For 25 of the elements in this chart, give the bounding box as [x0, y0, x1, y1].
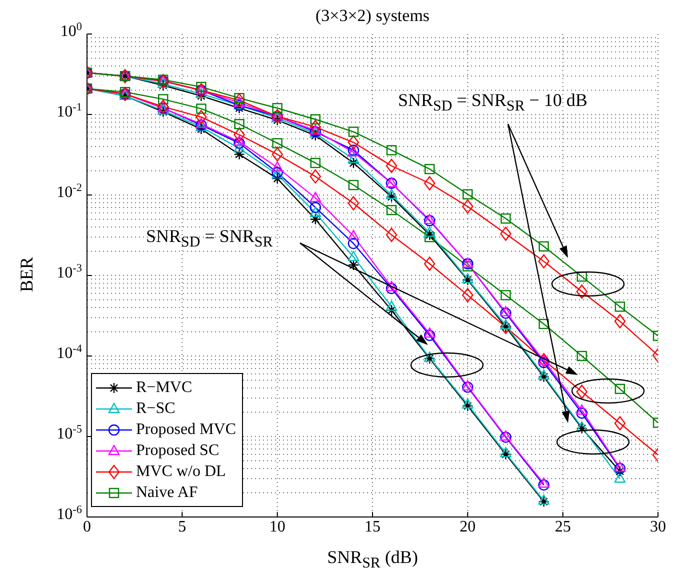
x-tick-label: 15 [364, 518, 380, 536]
legend-label: MVC w/o DL [136, 462, 226, 480]
x-tick-label: 30 [650, 518, 666, 536]
x-axis-title: SNR$_{SR}$ (dB) [326, 547, 419, 573]
y-tick-label: 10$^{-3}$ [56, 262, 82, 282]
legend-label: Proposed MVC [136, 420, 236, 438]
legend-label: Naive AF [136, 484, 198, 502]
y-tick-label: 10$^{-2}$ [56, 182, 82, 201]
chart-title: (3×3×2) systems [314, 6, 431, 26]
legend-label: Proposed SC [136, 442, 220, 460]
y-tick-label: 10$^{-1}$ [56, 102, 82, 120]
y-tick-label: 10$^{-5}$ [56, 424, 82, 442]
y-tick-label: 10$^{0}$ [60, 21, 82, 40]
annotation: SNR$_{SD}$ = SNR$_{SR}$ [146, 226, 273, 252]
annotation: SNR$_{SD}$ = SNR$_{SR}$ − 10 dB [398, 90, 588, 116]
legend-label: R−MVC [136, 378, 192, 396]
x-tick-label: 25 [554, 518, 571, 536]
x-tick-label: 20 [460, 518, 476, 536]
y-tick-label: 10$^{-4}$ [56, 343, 82, 362]
x-tick-label: 0 [83, 518, 91, 536]
legend-label: R−SC [136, 400, 176, 418]
x-tick-label: 10 [269, 518, 286, 536]
y-axis-title: BER [16, 256, 38, 294]
x-tick-label: 5 [178, 518, 186, 536]
y-tick-label: 10$^{-6}$ [56, 504, 82, 523]
